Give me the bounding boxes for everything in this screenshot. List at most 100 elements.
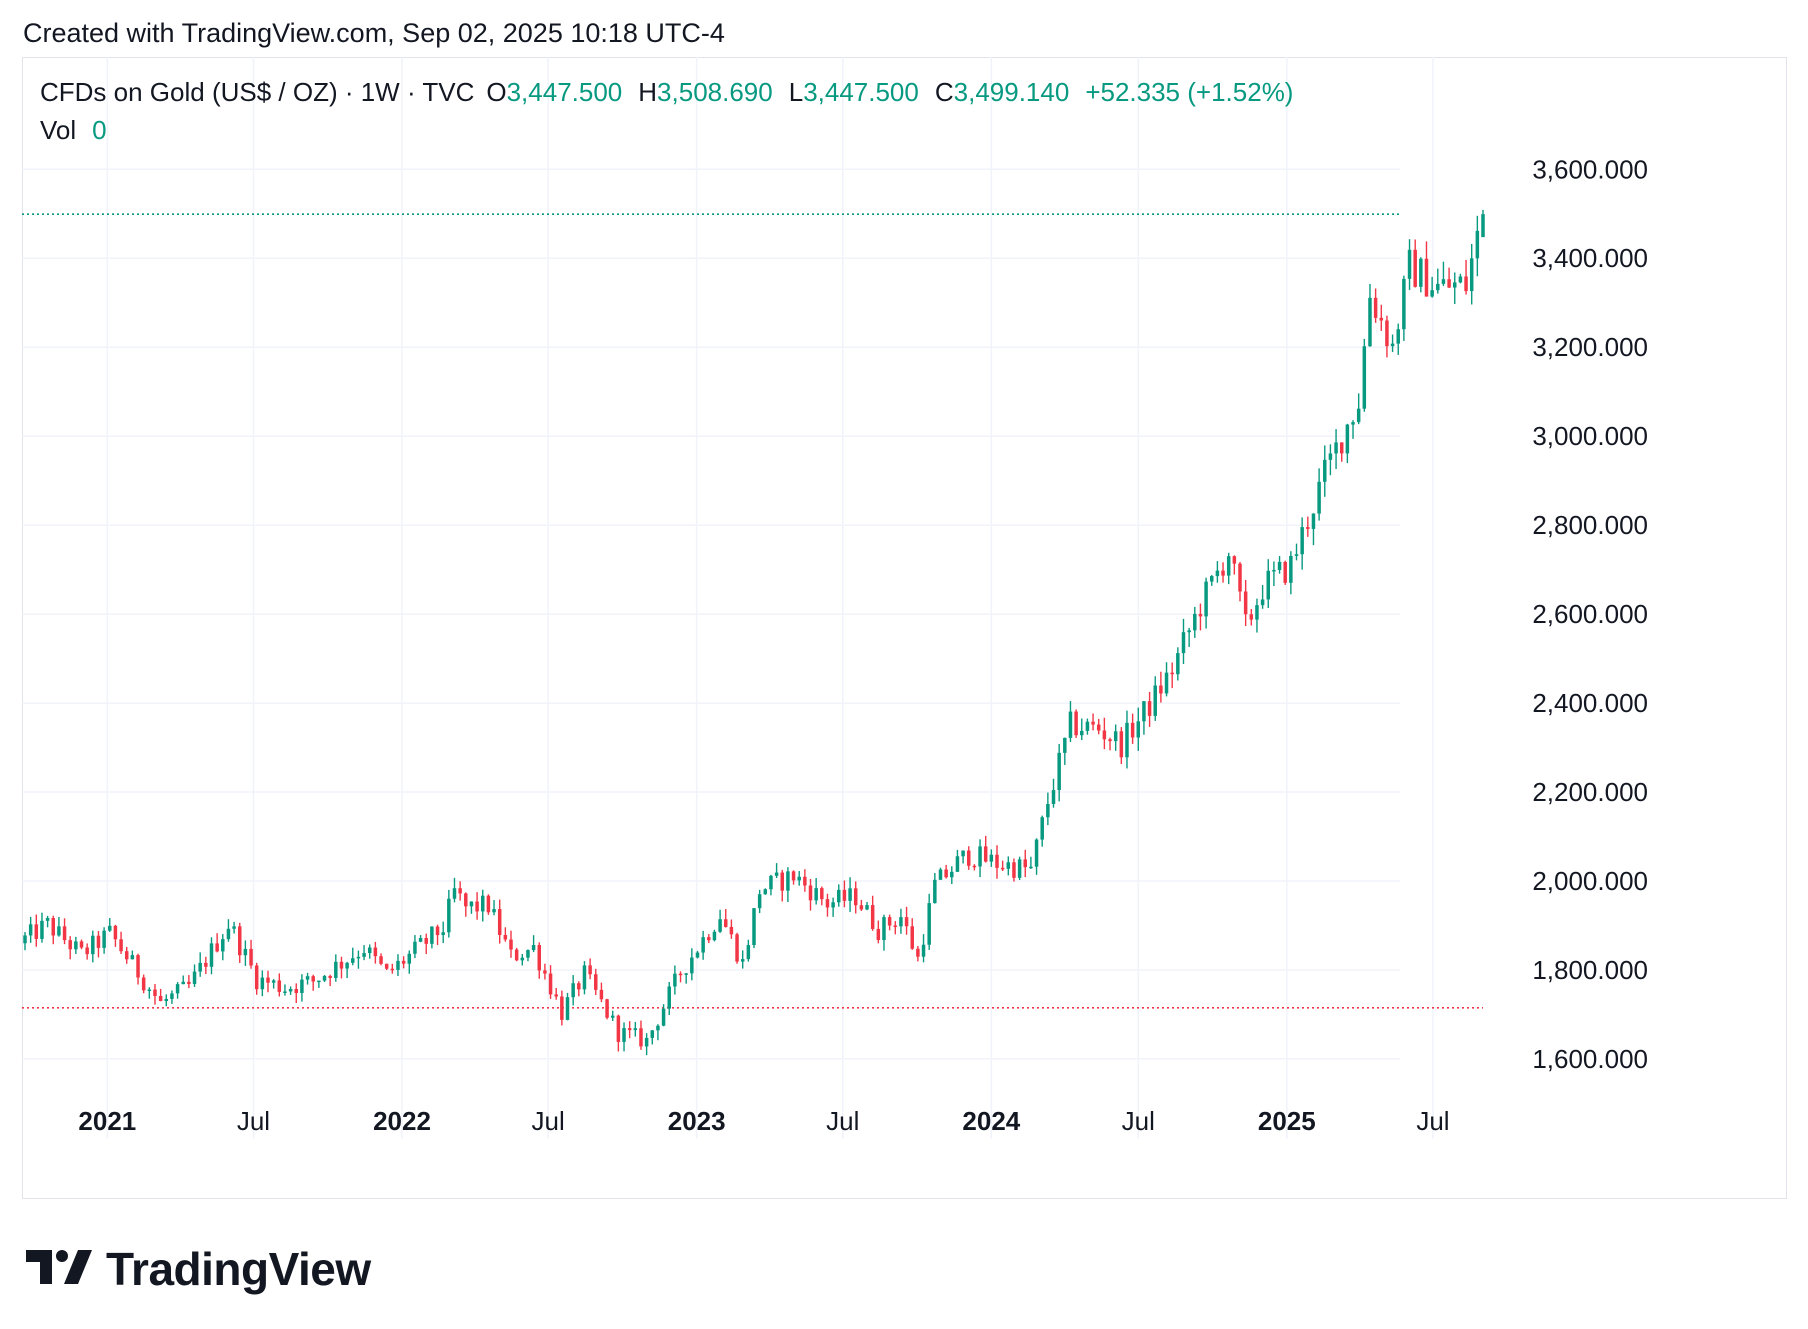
candle-body — [141, 977, 146, 991]
candle-body — [328, 975, 332, 978]
candle-body — [198, 962, 202, 972]
candle-body — [221, 939, 225, 952]
candle-body — [842, 889, 847, 901]
candle-body — [882, 917, 886, 940]
candle-body — [254, 965, 259, 990]
candle-body — [1339, 442, 1344, 454]
candle-body — [1012, 862, 1016, 878]
candle-body — [130, 955, 135, 960]
candle-body — [1328, 453, 1333, 460]
candle-body — [1221, 570, 1225, 576]
candle-body — [34, 924, 39, 939]
candle-body — [1243, 591, 1248, 615]
candle-body — [1452, 282, 1457, 288]
candle-body — [486, 895, 491, 913]
candle-body — [673, 973, 677, 987]
tradingview-brand[interactable]: TradingView — [26, 1242, 371, 1296]
candle-body — [1136, 721, 1141, 738]
legend-close-value: 3,499.140 — [953, 77, 1070, 107]
x-tick-label: Jul — [1122, 1106, 1155, 1136]
candle-body — [899, 917, 903, 927]
candle-body — [164, 998, 169, 1002]
candle-body — [192, 971, 197, 984]
x-tick-label: Jul — [826, 1106, 859, 1136]
candle-body — [1255, 605, 1259, 620]
candle-body — [1351, 422, 1355, 425]
candle-body — [1323, 459, 1327, 482]
candle-body — [1424, 258, 1429, 297]
candle-body — [876, 928, 881, 940]
candle-body — [356, 956, 361, 959]
candle-body — [887, 917, 892, 926]
candle-body — [204, 962, 208, 967]
candle-body — [537, 945, 542, 971]
candle-body — [418, 938, 423, 942]
candle-body — [1407, 249, 1412, 279]
candle-body — [769, 875, 773, 890]
x-tick-label: 2024 — [962, 1106, 1020, 1136]
candle-body — [362, 953, 366, 957]
legend-close-label: C — [934, 77, 954, 107]
candle-body — [266, 977, 270, 983]
candle-body — [577, 983, 581, 990]
candle-body — [1057, 752, 1061, 791]
candle-body — [1334, 442, 1338, 454]
candle-body — [1074, 711, 1078, 736]
candle-body — [837, 889, 841, 903]
candle-body — [458, 888, 462, 894]
candle-body — [1306, 527, 1310, 529]
candlestick-chart[interactable]: 2021 Jul 2022 Jul 2023 Jul 2024 Jul 2025 Jul 1,60… — [22, 57, 1787, 1199]
legend-symbol[interactable]: CFDs on Gold (US$ / OZ) · 1W · TVC — [40, 77, 475, 107]
candle-body — [571, 983, 575, 998]
candle-body — [124, 951, 129, 960]
grid-lines — [22, 57, 1434, 1139]
candle-body — [639, 1028, 643, 1047]
y-tick-label: 2,200.000 — [1532, 777, 1648, 807]
candle-body — [243, 948, 248, 956]
candle-body — [1130, 722, 1135, 738]
candle-body — [91, 935, 95, 955]
candle-body — [1108, 739, 1112, 742]
candle-body — [435, 926, 440, 936]
candle-body — [492, 909, 496, 913]
y-axis-labels: 1,600.000 1,800.000 2,000.000 2,200.000 2,40… — [1532, 154, 1648, 1074]
candle-body — [1390, 343, 1395, 347]
candle-body — [622, 1028, 626, 1042]
candle-body — [317, 980, 321, 983]
candle-body — [102, 930, 106, 948]
candle-body — [723, 919, 728, 927]
candle-body — [825, 899, 830, 908]
candle-body — [379, 956, 383, 964]
candle-body — [904, 917, 909, 927]
candle-body — [136, 955, 140, 978]
candle-body — [554, 994, 558, 997]
candle-body — [548, 973, 553, 995]
legend-vol-value: 0 — [92, 115, 107, 145]
candle-body — [627, 1028, 632, 1031]
candle-body — [927, 903, 931, 945]
candle-body — [147, 989, 152, 992]
candle-body — [1181, 632, 1186, 654]
y-tick-label: 1,600.000 — [1532, 1044, 1648, 1074]
candle-body — [215, 943, 219, 952]
candle-body — [339, 961, 344, 969]
candles — [23, 209, 1485, 1056]
candle-body — [791, 871, 796, 881]
legend-open-value: 3,447.500 — [506, 77, 623, 107]
candle-body — [1289, 555, 1293, 583]
candle-body — [853, 888, 858, 906]
candle-body — [735, 934, 739, 962]
chart-pane[interactable] — [22, 57, 1787, 1199]
legend-vol-label[interactable]: Vol — [40, 115, 77, 145]
x-tick-label: Jul — [1416, 1106, 1449, 1136]
candle-body — [520, 957, 525, 961]
created-with-caption: Created with TradingView.com, Sep 02, 20… — [23, 18, 725, 48]
candle-body — [820, 888, 824, 900]
candle-body — [452, 888, 457, 899]
candle-body — [1034, 839, 1039, 867]
candle-body — [283, 991, 287, 993]
candle-body — [1373, 297, 1378, 318]
candle-body — [678, 973, 683, 976]
candle-body — [311, 976, 315, 982]
candle-body — [1266, 570, 1271, 600]
